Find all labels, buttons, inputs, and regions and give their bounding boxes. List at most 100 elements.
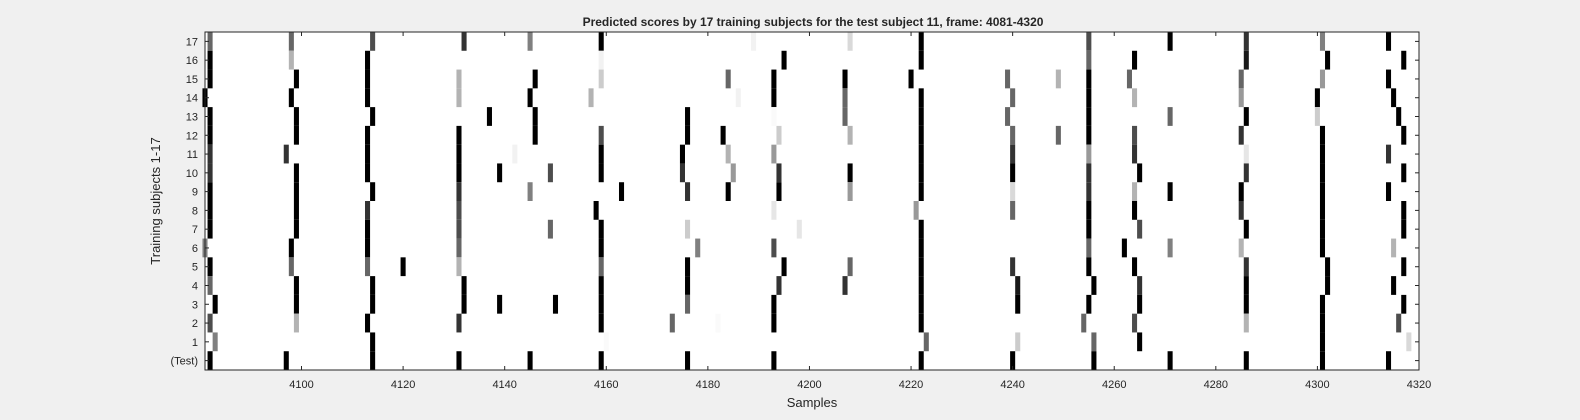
heatmap-cell	[1167, 107, 1173, 126]
heatmap-cell	[1243, 219, 1249, 239]
heatmap-cell	[598, 32, 604, 51]
heatmap-cell	[695, 238, 701, 258]
heatmap-cell	[1319, 163, 1326, 183]
heatmap-cell	[212, 332, 218, 352]
heatmap-cell	[598, 144, 604, 164]
heatmap-cell	[1401, 201, 1407, 220]
heatmap-cell	[293, 163, 299, 183]
heatmap-cell	[685, 257, 691, 277]
heatmap-cell	[1243, 294, 1249, 314]
x-tick-label: 4280	[1204, 379, 1228, 391]
heatmap-cell	[1167, 351, 1173, 370]
y-tick-label: 16	[186, 55, 198, 67]
heatmap-cell	[1132, 125, 1138, 145]
heatmap-cell	[527, 32, 533, 51]
heatmap-cell	[842, 276, 848, 295]
heatmap-cell	[283, 144, 289, 164]
heatmap-cell	[1010, 125, 1016, 145]
y-tick-label: 7	[192, 224, 198, 236]
y-tick-label: 12	[186, 130, 198, 142]
y-tick-label: 2	[192, 318, 198, 330]
y-tick-label: 6	[192, 243, 198, 255]
heatmap-cell	[1238, 88, 1244, 108]
heatmap-cell	[1015, 294, 1021, 314]
heatmap-cell	[751, 32, 757, 51]
heatmap-cell	[1396, 107, 1402, 126]
heatmap-cell	[725, 182, 731, 201]
heatmap-cell	[293, 125, 299, 145]
heatmap-cell	[547, 163, 553, 183]
heatmap-cell	[771, 238, 777, 258]
heatmap-cell	[603, 332, 609, 352]
y-tick-label: 9	[192, 187, 198, 199]
heatmap-cell	[847, 182, 853, 201]
heatmap-cell	[1132, 182, 1138, 201]
heatmap-cell	[1238, 125, 1244, 145]
heatmap-cell	[918, 313, 924, 333]
heatmap-cell	[456, 69, 462, 89]
heatmap-cell	[598, 238, 604, 258]
x-tick-label: 4120	[391, 379, 415, 391]
heatmap-cell	[365, 88, 371, 108]
heatmap-cell	[1319, 32, 1326, 51]
heatmap-cell	[283, 351, 289, 370]
heatmap-cell	[1086, 182, 1092, 201]
heatmap-cell	[456, 182, 462, 201]
heatmap-cell	[1010, 144, 1016, 164]
heatmap-cell	[456, 257, 462, 277]
heatmap-cell	[1406, 332, 1412, 352]
heatmap-cell	[207, 257, 213, 277]
heatmap-cell	[918, 351, 924, 370]
y-tick-label: 3	[192, 299, 198, 311]
heatmap-cell	[1086, 125, 1092, 145]
heatmap-cell	[1055, 125, 1061, 145]
heatmap-cell	[1132, 144, 1138, 164]
heatmap-cell	[1132, 88, 1138, 108]
heatmap-cell	[1243, 351, 1249, 370]
heatmap-cell	[1015, 332, 1021, 352]
heatmap-cell	[1086, 69, 1092, 89]
axis-ticks: 17 16 15 14 13 12 11 10 9 8 7 6 5 4 3 2 1 (Test) 4100 4120 4…	[171, 32, 1431, 391]
heatmap-cell	[1137, 332, 1143, 352]
heatmap-cell	[456, 313, 462, 333]
heatmap-cell	[847, 32, 853, 51]
x-tick-label: 4200	[797, 379, 821, 391]
heatmap-cell	[1243, 107, 1249, 126]
y-tick-label: 15	[186, 74, 198, 86]
x-tick-label: 4240	[1000, 379, 1024, 391]
heatmap-cell	[847, 257, 853, 277]
heatmap-cell	[456, 219, 462, 239]
heatmap-cell	[771, 351, 777, 370]
x-tick-label: 4220	[899, 379, 923, 391]
heatmap-cell	[370, 332, 376, 352]
heatmap-cell	[918, 238, 924, 258]
heatmap-cell	[1137, 163, 1143, 183]
heatmap-cell	[1167, 238, 1173, 258]
heatmap-cell	[588, 88, 594, 108]
heatmap-cell	[365, 257, 371, 277]
y-tick-label: 5	[192, 262, 198, 274]
heatmap-cell	[1385, 144, 1392, 164]
heatmap-cell	[527, 88, 533, 108]
heatmap-cell	[847, 163, 853, 183]
heatmap-cell	[685, 219, 691, 239]
heatmap-cell	[725, 69, 731, 89]
heatmap-cell	[1167, 32, 1173, 51]
heatmap-cell	[1243, 313, 1249, 333]
y-tick-label: 10	[186, 168, 198, 180]
heatmap-cell	[685, 276, 691, 295]
heatmap-cell	[1325, 257, 1331, 277]
heatmap-cell	[486, 107, 492, 126]
heatmap-cell	[842, 107, 848, 126]
heatmap-cell	[207, 125, 213, 145]
heatmap-cell	[918, 50, 924, 70]
heatmap-cell	[207, 313, 213, 333]
heatmap-cell	[776, 125, 782, 145]
heatmap-cell	[918, 276, 924, 295]
heatmap-cell	[847, 125, 853, 145]
heatmap-cell	[1086, 219, 1092, 239]
x-tick-label: 4320	[1407, 379, 1431, 391]
heatmap-cell	[1385, 32, 1392, 51]
heatmap-cell	[1243, 257, 1249, 277]
